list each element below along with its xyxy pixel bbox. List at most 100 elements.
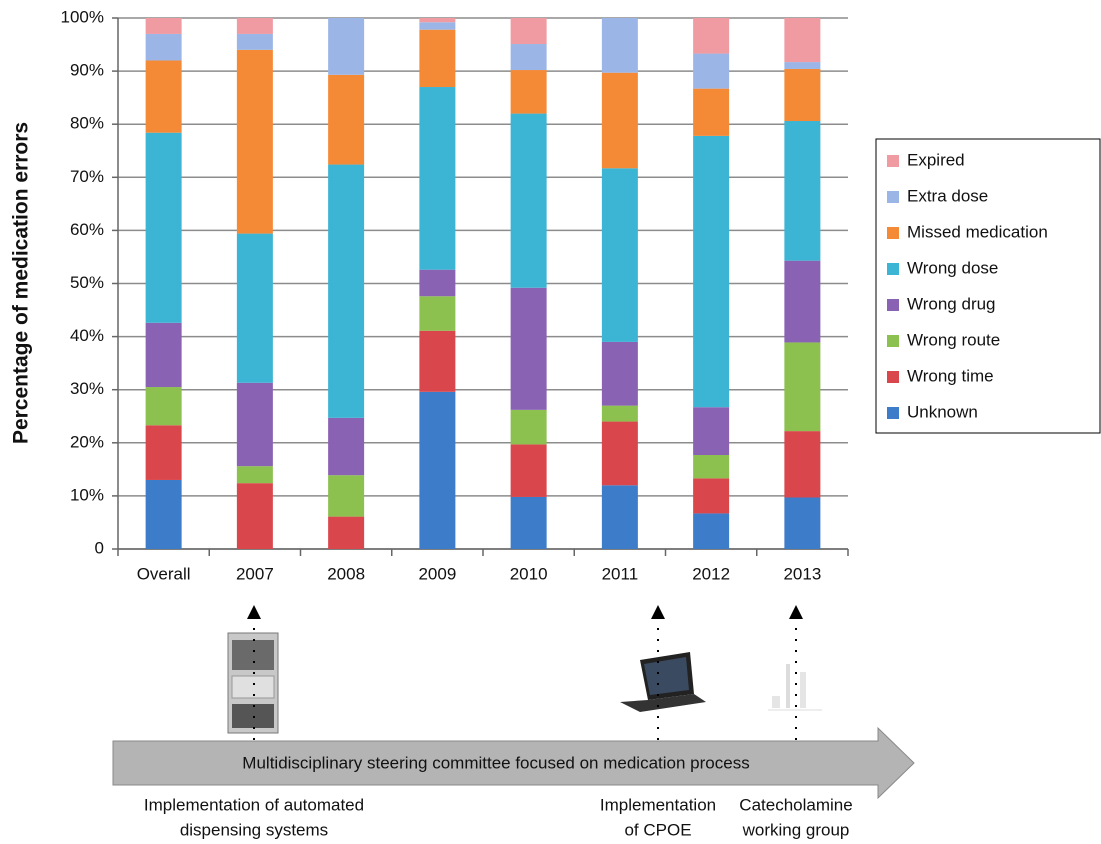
bar-segment: [693, 478, 730, 514]
bar-segment: [236, 18, 273, 34]
bar-segment: [419, 391, 456, 549]
legend-label: Extra dose: [907, 186, 988, 205]
bar-segment: [693, 88, 730, 136]
y-tick-label: 80%: [70, 114, 104, 133]
bar-segment: [784, 68, 821, 122]
legend-swatch: [887, 155, 899, 167]
bar-segment: [419, 296, 456, 331]
event-label: Implementation: [600, 795, 716, 814]
bar-segment: [236, 466, 273, 484]
bar-segment: [784, 342, 821, 432]
bar-segment: [510, 409, 547, 445]
bar-segment: [236, 33, 273, 50]
event-arrowhead: [247, 605, 261, 619]
bar-segment: [601, 18, 638, 73]
bar-segment: [693, 53, 730, 89]
bar-segment: [145, 425, 182, 480]
bar-segment: [601, 405, 638, 422]
syringes: [768, 664, 822, 711]
legend-label: Unknown: [907, 402, 978, 421]
bar-segment: [419, 18, 456, 23]
bar-segment: [328, 164, 365, 418]
y-tick-label: 40%: [70, 326, 104, 345]
y-tick-label: 20%: [70, 432, 104, 451]
bar-segment: [145, 387, 182, 426]
bar-segment: [328, 475, 365, 517]
bar-segment: [145, 479, 182, 549]
x-tick-label: 2007: [236, 564, 274, 583]
bar-segment: [601, 485, 638, 549]
bar-segment: [510, 113, 547, 288]
legend-swatch: [887, 191, 899, 203]
bar-segment: [784, 260, 821, 343]
timeline-label: Multidisciplinary steering committee foc…: [242, 753, 749, 772]
x-tick-label: 2013: [783, 564, 821, 583]
bar-segment: [601, 341, 638, 406]
x-tick-label: Overall: [137, 564, 191, 583]
y-tick-label: 50%: [70, 273, 104, 292]
bar-segment: [328, 417, 365, 476]
x-tick-label: 2009: [418, 564, 456, 583]
bar-segment: [601, 421, 638, 486]
bar-segment: [419, 87, 456, 270]
bar-segment: [784, 497, 821, 549]
bar-segment: [236, 483, 273, 549]
bar-segment: [328, 516, 365, 549]
bar-segment: [145, 132, 182, 323]
bar-segment: [145, 60, 182, 133]
bar-segment: [693, 455, 730, 479]
legend-label: Wrong time: [907, 366, 994, 385]
legend-swatch: [887, 371, 899, 383]
bar-segment: [145, 33, 182, 61]
bar-segment: [510, 496, 547, 549]
y-tick-label: 100%: [61, 7, 104, 26]
bar-segment: [419, 22, 456, 30]
bar-segment: [693, 513, 730, 549]
legend-label: Wrong dose: [907, 258, 998, 277]
legend-label: Expired: [907, 150, 965, 169]
bar-segment: [693, 18, 730, 54]
bar-segment: [236, 382, 273, 467]
event-label: Catecholamine: [739, 795, 852, 814]
bar-segment: [145, 18, 182, 34]
bar-segment: [236, 49, 273, 234]
x-tick-label: 2008: [327, 564, 365, 583]
bar-segment: [784, 121, 821, 261]
bar-segment: [784, 431, 821, 498]
bar-segment: [693, 407, 730, 456]
event-label: dispensing systems: [180, 820, 328, 839]
bar-segment: [784, 18, 821, 63]
bar-segment: [601, 72, 638, 169]
bar-segment: [328, 74, 365, 165]
legend-swatch: [887, 335, 899, 347]
x-tick-label: 2011: [602, 564, 639, 583]
y-tick-label: 30%: [70, 379, 104, 398]
timeline-arrow: [112, 726, 915, 800]
event-label: working group: [742, 820, 850, 839]
bar-segment: [601, 168, 638, 342]
x-tick-label: 2010: [510, 564, 548, 583]
laptop: [620, 652, 706, 712]
event-arrowhead: [651, 605, 665, 619]
legend-swatch: [887, 299, 899, 311]
y-axis-label: Percentage of medication errors: [10, 122, 33, 444]
bar-segment: [145, 322, 182, 388]
y-tick-label: 60%: [70, 220, 104, 239]
bar-segment: [419, 330, 456, 392]
legend-box: [875, 138, 1101, 434]
bar-segment: [510, 18, 547, 45]
y-tick-label: 10%: [70, 485, 104, 504]
legend-label: Wrong drug: [907, 294, 996, 313]
bar-segment: [419, 29, 456, 88]
y-tick-label: 90%: [70, 61, 104, 80]
event-label: Implementation of automated: [144, 795, 364, 814]
bar-segment: [510, 444, 547, 497]
bar-segment: [419, 269, 456, 297]
bar-segment: [328, 18, 365, 75]
bar-segment: [784, 62, 821, 69]
legend-label: Missed medication: [907, 222, 1048, 241]
event-label: of CPOE: [624, 820, 691, 839]
bar-segment: [236, 233, 273, 383]
x-tick-label: 2012: [692, 564, 730, 583]
